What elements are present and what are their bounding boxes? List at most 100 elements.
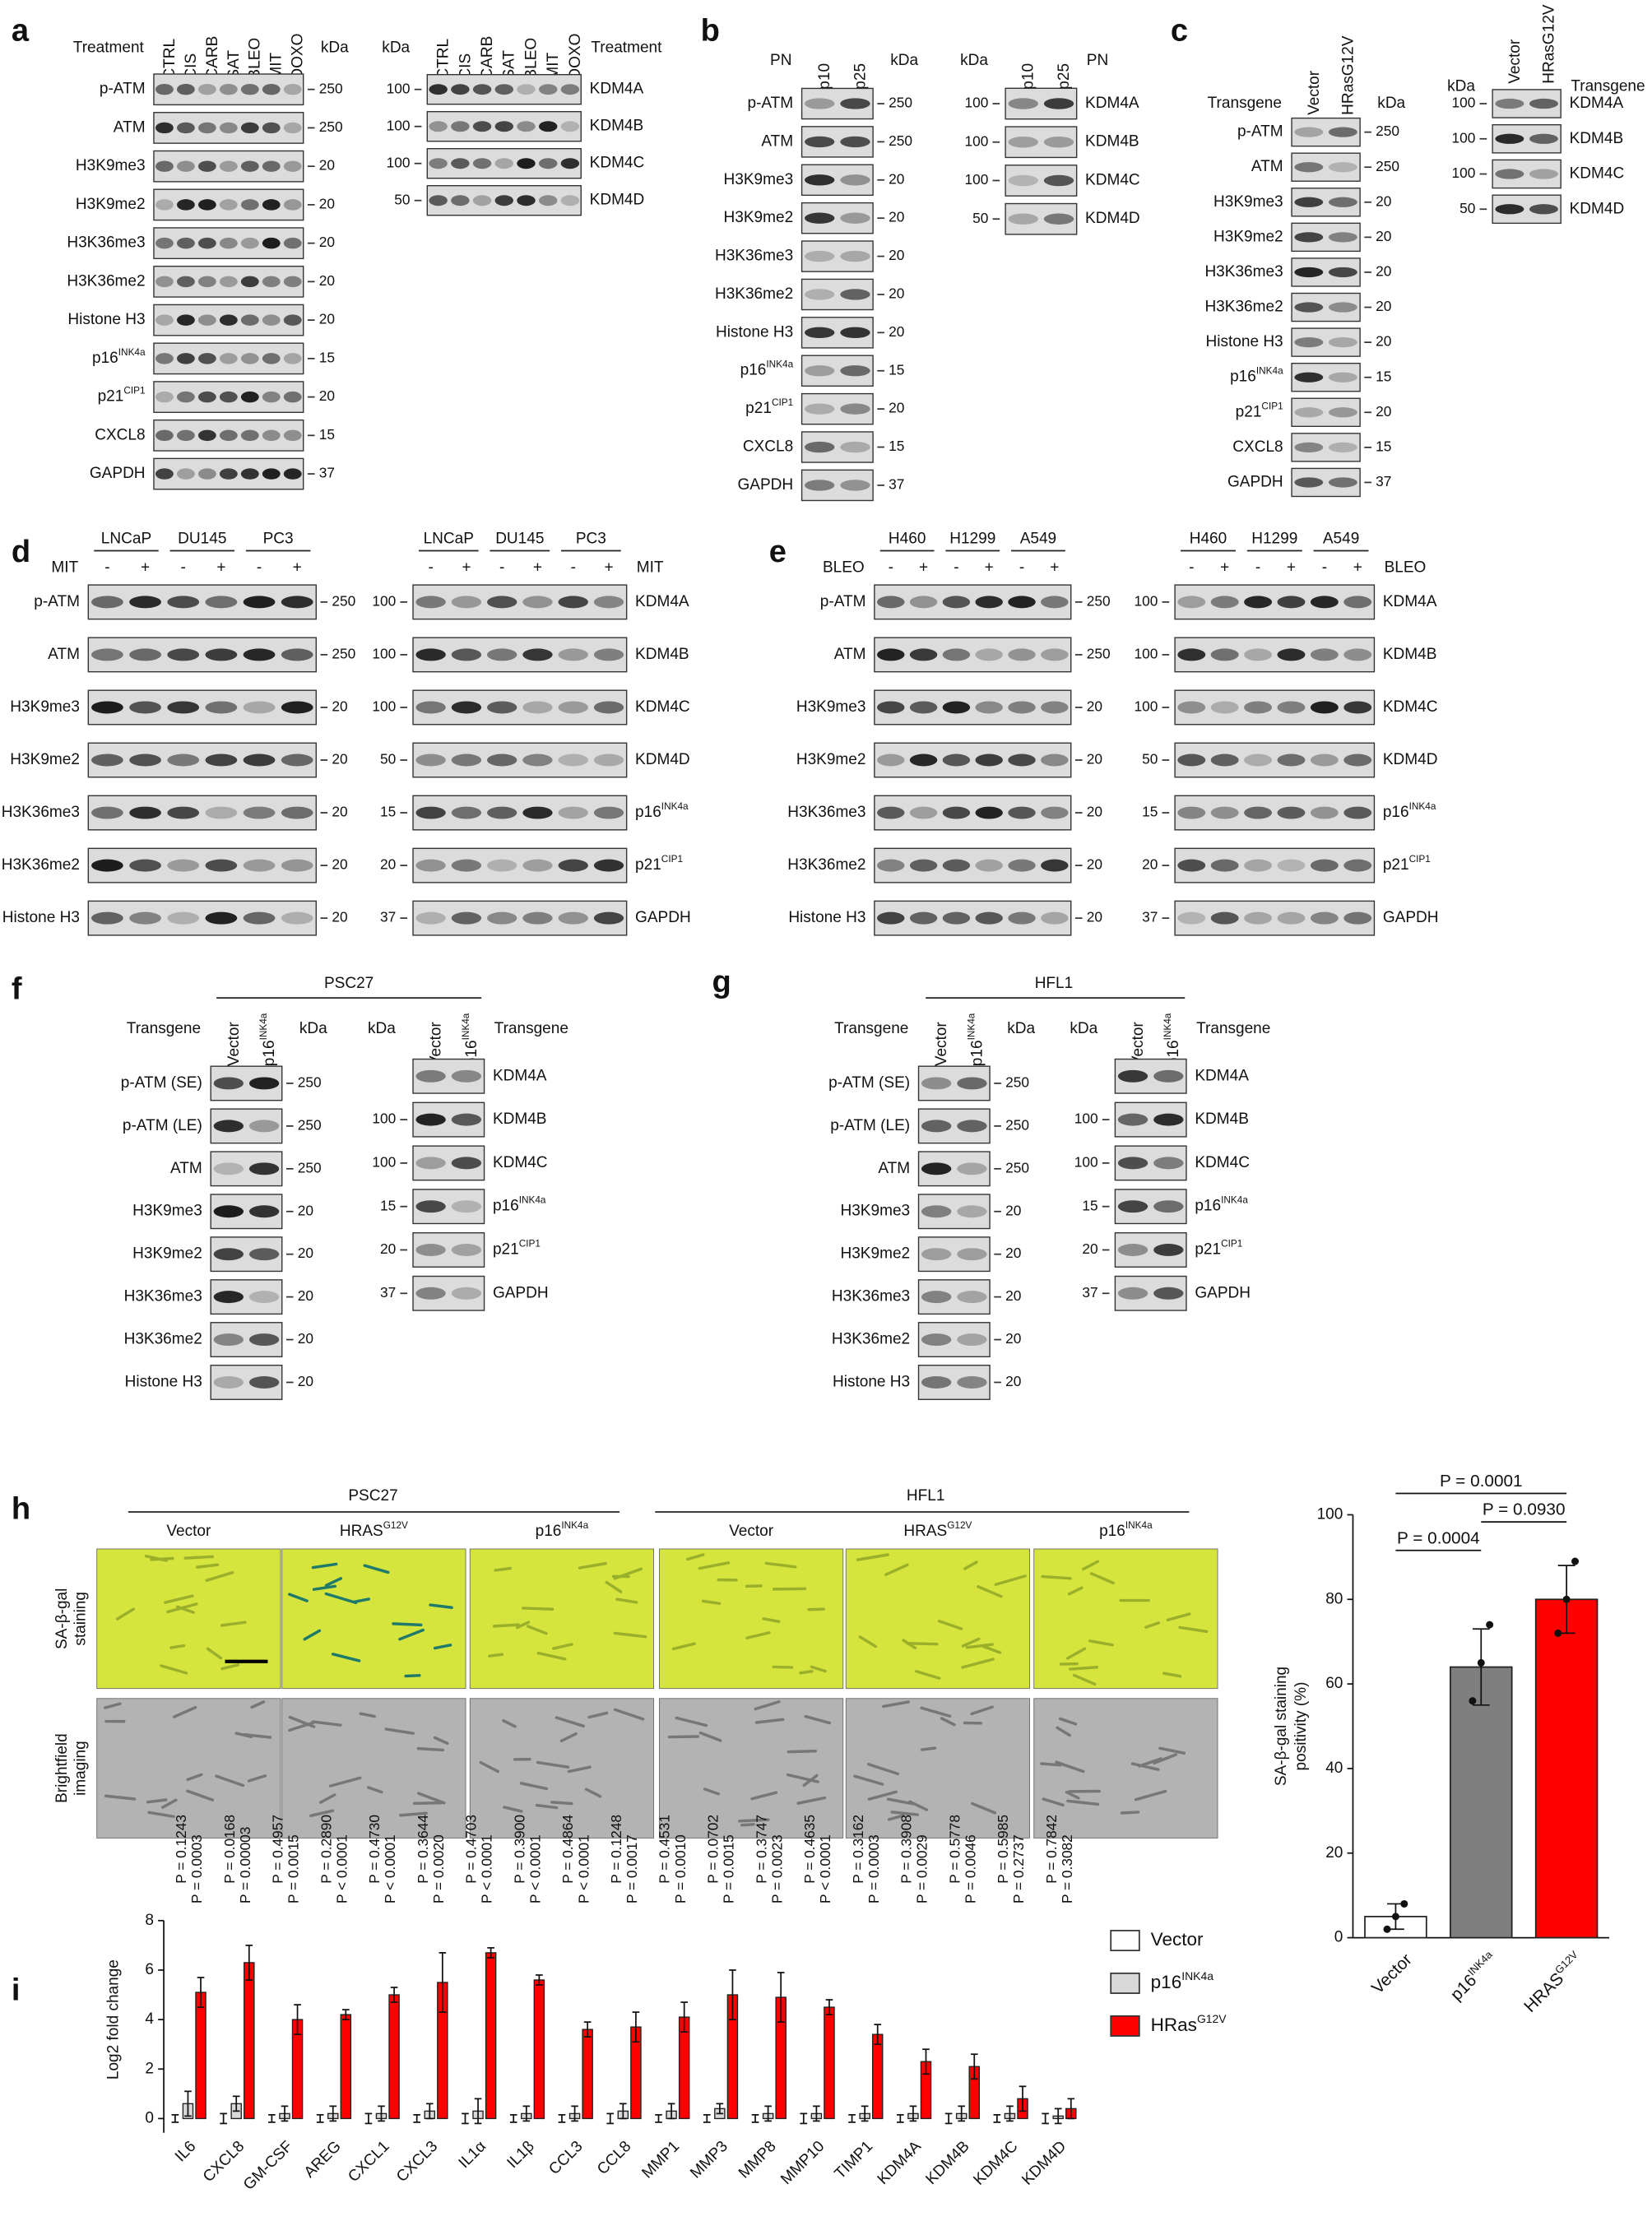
band	[1177, 859, 1206, 872]
protein-label: KDM4D	[1570, 200, 1625, 217]
kda-value: 250	[319, 80, 343, 96]
band	[517, 158, 536, 169]
bar	[1534, 1598, 1599, 1939]
kda-value: 100	[1134, 645, 1158, 661]
band	[429, 84, 448, 95]
blot-strip	[412, 742, 628, 778]
text-part: H3K9me3	[796, 698, 866, 716]
text-part: H3K9me2	[840, 1245, 910, 1263]
band	[558, 859, 588, 872]
band	[538, 195, 558, 206]
protein-label: H3K36me3	[67, 234, 145, 252]
band	[283, 160, 302, 172]
text-part: H3K36me3	[715, 248, 793, 265]
cell	[312, 1584, 336, 1591]
text-part: p-ATM	[747, 95, 793, 112]
lane-label: CIS	[457, 53, 474, 80]
band	[805, 289, 835, 300]
band	[805, 327, 835, 339]
protein-label: KDM4D	[590, 192, 645, 209]
band	[248, 1205, 280, 1218]
p-value: P = 0.3644	[415, 1815, 431, 1884]
lane-label: HRasG12V	[1339, 35, 1357, 115]
kda-value: 50	[380, 751, 396, 767]
cell	[433, 1644, 452, 1650]
band	[942, 859, 971, 872]
legend-swatch	[1110, 1972, 1140, 1994]
p-value: P = 0.1248	[608, 1815, 624, 1884]
cell	[412, 1801, 443, 1806]
band	[262, 160, 281, 172]
blot-strip	[412, 637, 628, 673]
kda-value: 20	[298, 1330, 313, 1347]
band	[1041, 596, 1069, 609]
y-tick-label: 8	[145, 1912, 154, 1929]
blot-strip	[412, 1275, 485, 1311]
band	[1008, 137, 1038, 148]
band	[1277, 648, 1306, 661]
band	[1210, 911, 1239, 925]
band	[1244, 859, 1273, 872]
kda-value: 37	[380, 1284, 396, 1301]
cell	[494, 1566, 513, 1572]
p-value: P = 0.0003	[865, 1834, 882, 1903]
text-part: KDM4A	[1195, 1067, 1249, 1084]
cell	[324, 1592, 358, 1605]
band	[1117, 1069, 1149, 1083]
band	[921, 1205, 952, 1218]
text-part: H3K9me2	[796, 751, 866, 768]
cell	[331, 1653, 361, 1662]
cell	[417, 1792, 446, 1805]
staining-image	[659, 1548, 844, 1690]
band	[877, 648, 905, 661]
band	[451, 1244, 482, 1256]
text-part: H3K9me3	[840, 1203, 910, 1220]
superscript: INK4a	[258, 1013, 269, 1040]
band	[1495, 98, 1524, 109]
kda-value: 20	[332, 804, 347, 820]
protein-label: H3K9me2	[132, 1245, 202, 1263]
blot-strip	[412, 1058, 485, 1094]
text-part: ATM	[114, 118, 146, 136]
band	[176, 429, 195, 442]
kda-value: 15	[319, 426, 335, 443]
kda-value: 20	[298, 1373, 313, 1389]
group-title: HFL1	[907, 1487, 945, 1505]
kda-value: 15	[889, 438, 904, 454]
band	[262, 429, 281, 442]
kda-value: 100	[1451, 95, 1475, 111]
band	[213, 1077, 244, 1090]
p-value: P = 0.0702	[705, 1815, 722, 1884]
blot-strip	[87, 637, 317, 673]
band	[1153, 1113, 1184, 1126]
band	[129, 754, 161, 767]
band	[1008, 701, 1036, 714]
band	[429, 195, 448, 206]
band	[593, 911, 624, 925]
blot-header: Transgene	[127, 1020, 201, 1037]
p-value: P < 0.0001	[333, 1834, 350, 1903]
band	[522, 701, 553, 714]
band	[560, 121, 580, 132]
y-tick-label: 6	[145, 1961, 154, 1978]
band	[472, 84, 492, 95]
x-tick-label: MMP10	[777, 2138, 828, 2188]
protein-label: GAPDH	[90, 465, 146, 482]
kda-value: 37	[1376, 473, 1391, 489]
cell	[160, 1798, 178, 1809]
protein-label: p21CIP1	[1236, 400, 1283, 420]
cell	[288, 1593, 309, 1602]
lane-label: +	[293, 559, 302, 576]
lane-label: p16INK4a	[965, 1013, 986, 1066]
blot-strip	[87, 689, 317, 726]
band	[1177, 701, 1206, 714]
kda-header: kDa	[1007, 1020, 1035, 1037]
band	[1294, 267, 1324, 278]
cell	[183, 1555, 214, 1560]
band	[1495, 133, 1524, 144]
band	[451, 648, 482, 661]
kda-value: 20	[1087, 751, 1102, 767]
band	[155, 237, 174, 249]
cell	[172, 1705, 197, 1718]
cell	[750, 1791, 778, 1801]
